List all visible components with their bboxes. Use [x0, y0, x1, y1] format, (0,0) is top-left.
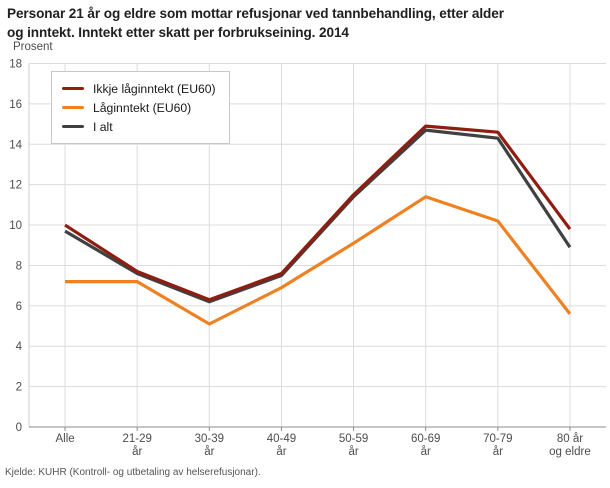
- y-tick-label: 2: [16, 382, 22, 394]
- x-tick-label: og eldre: [549, 446, 591, 458]
- legend-swatch-i-alt: [62, 125, 84, 128]
- y-tick-label: 18: [9, 59, 22, 71]
- chart-title: Personar 21 år og eldre som mottar refus…: [7, 4, 605, 42]
- y-tick-label: 10: [9, 220, 22, 232]
- x-tick-label: 60-69: [411, 433, 440, 445]
- chart-title-line-2: og inntekt. Inntekt etter skatt per forb…: [7, 25, 349, 41]
- series-line: [64, 128, 572, 304]
- series-line: [65, 195, 572, 326]
- y-tick-label: 12: [9, 180, 22, 192]
- y-tick-label: 8: [16, 260, 22, 272]
- x-tick-label: 80 år: [557, 433, 583, 445]
- x-tick-label: år: [204, 446, 214, 458]
- legend-item: I alt: [62, 117, 216, 136]
- x-tick-label: 50-59: [339, 433, 368, 445]
- y-tick-label: 16: [9, 99, 22, 111]
- x-tick-label: år: [348, 446, 358, 458]
- x-tick-label: år: [276, 446, 286, 458]
- x-tick-label: 30-39: [195, 433, 224, 445]
- legend-label: Låginntekt (EU60): [93, 100, 192, 115]
- x-tick-label: år: [421, 446, 431, 458]
- legend-swatch-laginntekt: [62, 106, 84, 109]
- source-note: Kjelde: KUHR (Kontroll- og utbetaling av…: [5, 467, 261, 478]
- y-axis-unit-label: Prosent: [13, 41, 53, 53]
- x-tick-label: 70-79: [483, 433, 512, 445]
- legend-item: Låginntekt (EU60): [62, 98, 216, 117]
- x-tick-label: år: [132, 446, 142, 458]
- y-tick-label: 4: [16, 341, 23, 353]
- y-tick-label: 0: [16, 422, 22, 434]
- legend-swatch-ikkje-laginntekt: [62, 87, 84, 90]
- chart-title-line-1: Personar 21 år og eldre som mottar refus…: [7, 6, 504, 21]
- legend-item: Ikkje låginntekt (EU60): [62, 79, 216, 98]
- x-tick-label: 40-49: [267, 433, 296, 445]
- series-line: [64, 124, 572, 302]
- legend-label: Ikkje låginntekt (EU60): [93, 81, 216, 96]
- legend-label: I alt: [93, 119, 113, 134]
- y-tick-label: 14: [9, 139, 22, 151]
- x-tick-label: år: [493, 446, 503, 458]
- x-tick-label: 21-29: [122, 433, 151, 445]
- y-tick-label: 6: [16, 301, 22, 313]
- legend: Ikkje låginntekt (EU60) Låginntekt (EU60…: [51, 71, 230, 144]
- x-tick-label: Alle: [55, 433, 74, 445]
